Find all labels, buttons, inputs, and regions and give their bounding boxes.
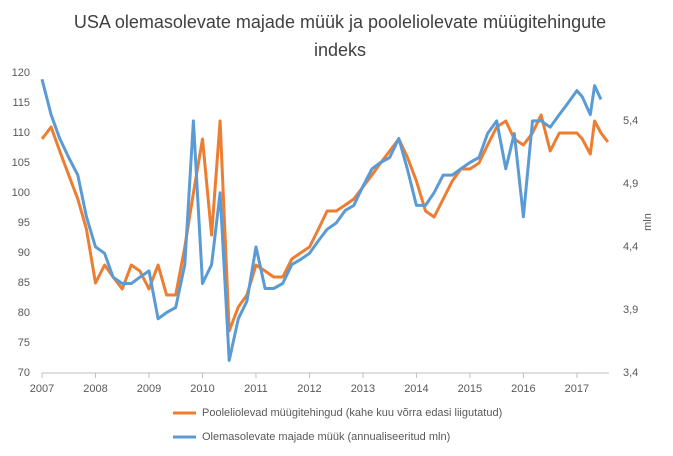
series-line <box>40 113 610 333</box>
x-tick-label: 2012 <box>297 383 321 395</box>
series-line <box>40 78 603 362</box>
legend-label: Olemasolevate majade müük (annualiseerit… <box>202 431 450 443</box>
y2-tick-label: 3,4 <box>623 367 638 379</box>
y-tick-label: 120 <box>12 67 30 79</box>
x-tick-label: 2017 <box>565 383 589 395</box>
y-tick-label: 75 <box>18 337 30 349</box>
y-tick-label: 80 <box>18 307 30 319</box>
y-tick-label: 90 <box>18 247 30 259</box>
x-tick-label: 2010 <box>190 383 214 395</box>
y-tick-label: 95 <box>18 217 30 229</box>
chart-title: USA olemasolevate majade müük ja pooleli… <box>73 12 607 60</box>
y-tick-label: 85 <box>18 277 30 289</box>
y-tick-label: 105 <box>12 157 30 169</box>
x-tick-label: 2007 <box>30 383 54 395</box>
x-tick-label: 2015 <box>458 383 482 395</box>
y-tick-label: 100 <box>12 187 30 199</box>
x-tick-label: 2016 <box>511 383 535 395</box>
y-tick-label: 115 <box>12 97 30 109</box>
y2-tick-label: 5,4 <box>623 115 638 127</box>
x-tick-label: 2014 <box>404 383 428 395</box>
y-tick-label: 110 <box>12 127 30 139</box>
y-tick-label: 70 <box>18 367 30 379</box>
y2-axis-label: mln <box>642 213 654 231</box>
y2-tick-label: 4,9 <box>623 178 638 190</box>
x-tick-label: 2011 <box>244 383 268 395</box>
y2-tick-label: 3,9 <box>623 304 638 316</box>
x-tick-label: 2013 <box>351 383 375 395</box>
x-tick-label: 2008 <box>83 383 107 395</box>
legend-label: Pooleliolevad müügitehingud (kahe kuu võ… <box>202 407 502 419</box>
y2-tick-label: 4,4 <box>623 241 638 253</box>
x-tick-label: 2009 <box>137 383 161 395</box>
